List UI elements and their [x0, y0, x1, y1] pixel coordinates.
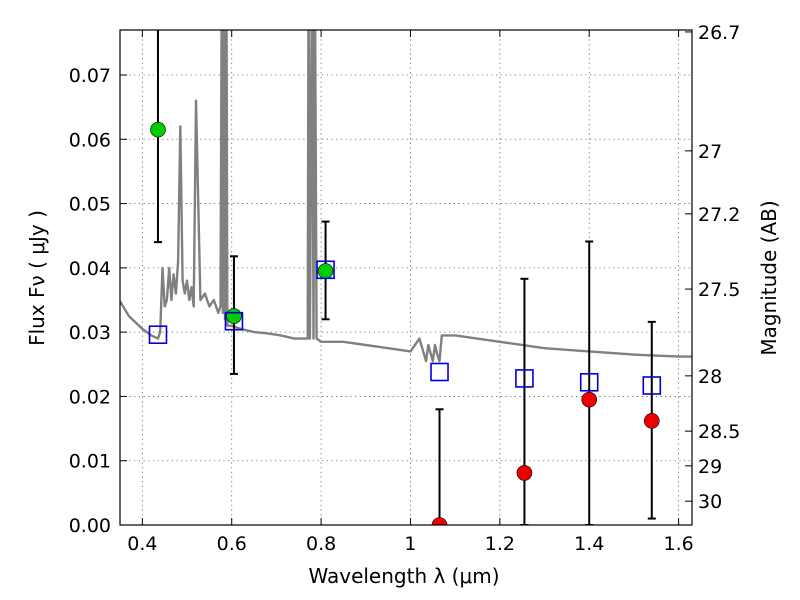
x-tick-label: 0.8 [306, 533, 336, 555]
y-tick-label: 0.00 [69, 515, 111, 537]
y2-tick-label: 30 [698, 491, 722, 513]
y-tick-label: 0.03 [69, 322, 111, 344]
detection-point [226, 308, 242, 324]
y-tick-label: 0.04 [69, 258, 111, 280]
nondetection-errorbar [435, 408, 444, 525]
y2-tick-label: 27.2 [698, 204, 740, 226]
model-bandpass-square [316, 260, 335, 280]
nondetection-point [431, 517, 448, 525]
y2-axis-title: Magnitude (AB) [757, 200, 781, 355]
model-bandpass-square [148, 325, 168, 345]
model-bandpass-square [642, 376, 662, 395]
model-bandpass-square [224, 311, 244, 331]
y2-tick-label: 29 [698, 456, 722, 478]
grid [120, 30, 692, 526]
y2-tick-label: 27 [698, 141, 722, 163]
y2-tick-label: 27.5 [698, 279, 740, 301]
x-tick-label: 0.4 [127, 533, 157, 555]
detection-point [150, 121, 166, 138]
x-axis-title: Wavelength λ (μm) [308, 564, 499, 588]
x-tick-label: 0.6 [217, 533, 247, 555]
y2-tick-label: 28.5 [698, 421, 740, 443]
nondetection-point [516, 465, 533, 481]
y-tick-label: 0.07 [69, 65, 111, 87]
y-tick-label: 0.05 [69, 194, 111, 216]
x-tick-label: 1 [404, 533, 416, 555]
y-tick-label: 0.06 [69, 129, 111, 151]
model-spectrum-line [120, 30, 692, 363]
y-axis-title: Flux Fν ( μJy ) [25, 210, 49, 346]
y-tick-label: 0.01 [69, 451, 111, 473]
model-bandpass-square [579, 372, 599, 392]
nondetection-point [643, 413, 660, 429]
model-bandpass-square [430, 362, 449, 382]
x-tick-label: 1.6 [663, 533, 693, 555]
detection-point [317, 263, 334, 279]
y2-tick-label: 28 [698, 366, 722, 388]
x-tick-label: 1.4 [574, 533, 604, 555]
plot-area [120, 30, 692, 525]
x-tick-label: 1.2 [485, 533, 515, 555]
plot-frame [119, 29, 693, 526]
nondetection-point [581, 391, 598, 408]
plot-clipped [120, 30, 692, 525]
axes: 0.4 0.6 0.8 1 1.2 1.4 1.6 0.00 0.01 0.02 0.03 0.04 0… [69, 22, 741, 555]
y-tick-label: 0.02 [69, 386, 111, 408]
model-bandpass-square [515, 369, 534, 388]
y2-tick-label: 26.7 [698, 22, 740, 44]
nondetection-errorbar [585, 240, 594, 525]
nondetection-errorbar [520, 277, 529, 525]
